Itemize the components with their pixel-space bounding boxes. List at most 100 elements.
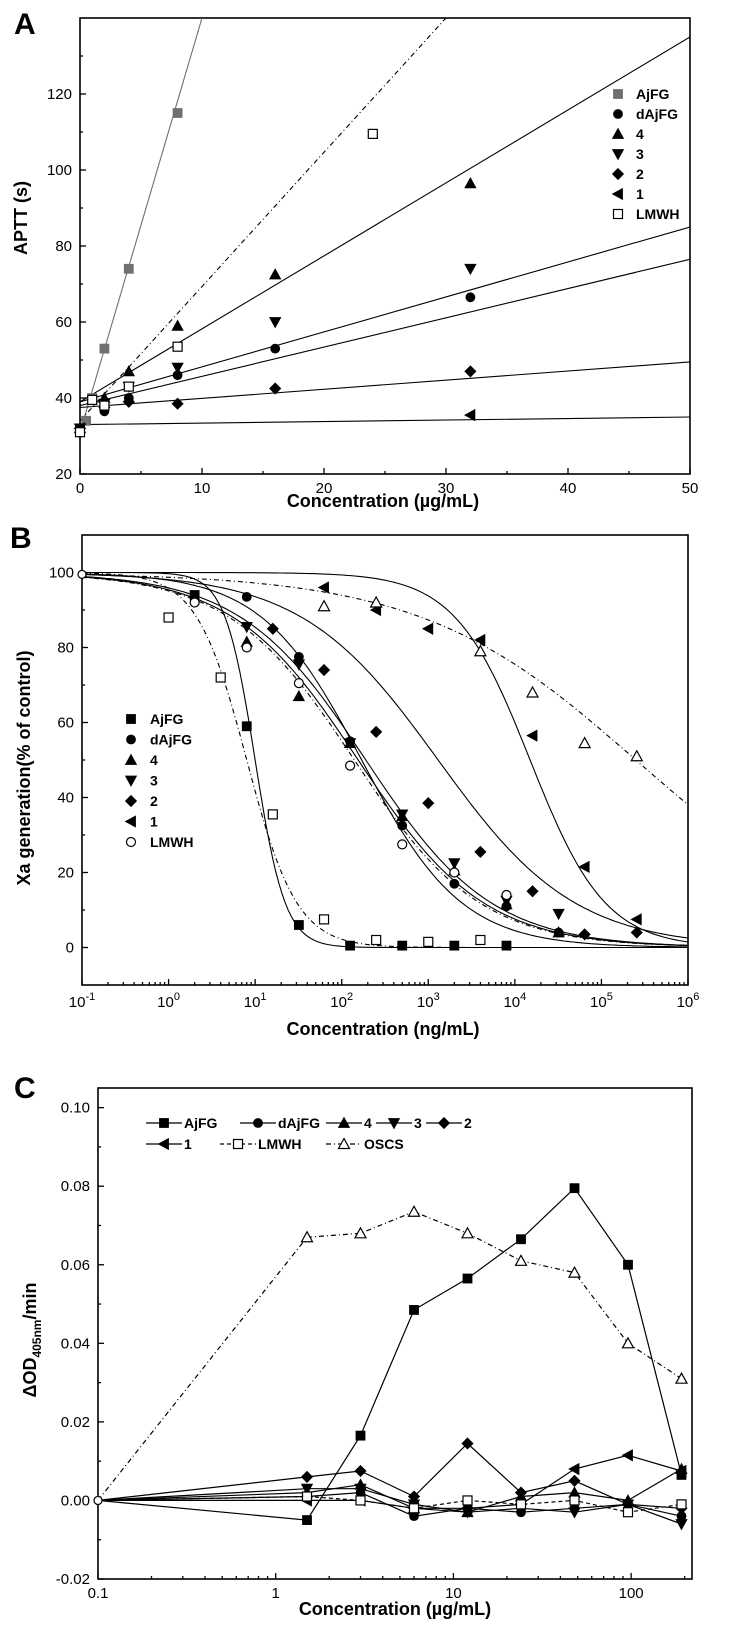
panel-b-point-4 bbox=[552, 926, 565, 938]
panel-c-ytick-label: 0.10 bbox=[61, 1100, 90, 1117]
panel-b-point-3 bbox=[552, 908, 565, 921]
panel-c-frame bbox=[97, 1087, 693, 1580]
panel-b-series-dajfg bbox=[241, 591, 564, 938]
panel-b-point-3 bbox=[343, 738, 357, 750]
panel-c-ytick-label: 0.04 bbox=[61, 1335, 90, 1352]
panel-c-xtick-label: 100 bbox=[619, 1585, 644, 1602]
panel-a-point-lmwh bbox=[172, 341, 183, 352]
panel-b-point-2 bbox=[630, 926, 643, 939]
panel-b-curve-2 bbox=[82, 573, 688, 939]
panel-c-point-oscs bbox=[460, 1226, 475, 1239]
panel-a-point-ajfg bbox=[123, 263, 134, 274]
panel-b-point-dajfg bbox=[449, 878, 460, 889]
panel-c-letter: C bbox=[14, 1072, 36, 1105]
panel-c-point-1 bbox=[461, 1502, 473, 1515]
panel-c-point-2 bbox=[461, 1437, 474, 1450]
panel-a-fit-3 bbox=[80, 226, 690, 403]
panel-b-curve-lmwh bbox=[82, 576, 688, 947]
panel-b-xtick-label: 10-1 bbox=[69, 991, 95, 1011]
panel-a-point-dajfg bbox=[465, 292, 476, 303]
panel-a-xtick-label: 50 bbox=[682, 480, 699, 497]
panel-b-point-lmwh bbox=[293, 678, 304, 689]
panel-a-point-1 bbox=[464, 408, 476, 422]
panel-b-frame bbox=[81, 534, 689, 986]
panel-c-point-lmwh bbox=[408, 1503, 420, 1514]
panel-b-point-2 bbox=[526, 885, 539, 898]
panel-c-point-2 bbox=[300, 1470, 314, 1483]
panel-c-legend-label-ajfg: AjFG bbox=[184, 1115, 218, 1131]
panel-c-legend-marker-4 bbox=[337, 1116, 351, 1128]
panel-a-fit-ajfg bbox=[80, 18, 203, 433]
panel-b-curve-1 bbox=[82, 571, 688, 943]
panel-b-point-unnamed-8 bbox=[317, 599, 331, 612]
panel-a-xtick-label: 20 bbox=[316, 480, 333, 497]
panel-a-series-lmwh bbox=[74, 128, 378, 438]
panel-a-frame bbox=[79, 17, 691, 475]
panel-a-legend-label-ajfg: AjFG bbox=[636, 86, 670, 102]
panel-a-point-4 bbox=[269, 268, 282, 280]
panel-c-ytick-label: 0.08 bbox=[61, 1178, 90, 1195]
panel-b-legend-marker-lmwh bbox=[125, 836, 137, 848]
panel-a-ytick-label: 20 bbox=[55, 466, 72, 483]
panel-b-point-unnamed-8 bbox=[369, 595, 383, 608]
panel-a-legend-marker-2 bbox=[611, 167, 625, 181]
panel-b-point-1 bbox=[630, 913, 642, 926]
panel-c-xtick-label: 10 bbox=[445, 1585, 462, 1602]
panel-b-curve-ajfg bbox=[82, 571, 688, 949]
panel-b-point-ajfg bbox=[345, 940, 356, 951]
panel-c-point-1 bbox=[568, 1462, 580, 1476]
panel-c-point-2 bbox=[568, 1474, 581, 1487]
panel-a-fit-2 bbox=[80, 361, 690, 409]
panel-b-point-unnamed-7 bbox=[371, 934, 382, 946]
panel-a-point-3 bbox=[269, 317, 282, 329]
panel-a-legend-label-dajfg: dAjFG bbox=[636, 106, 678, 122]
panel-a-series-dajfg bbox=[75, 292, 476, 434]
panel-c-xtick-label: 0.1 bbox=[88, 1585, 109, 1602]
panel-c-legend-marker-dajfg bbox=[253, 1118, 263, 1128]
panel-c-line-lmwh bbox=[97, 1495, 682, 1513]
panel-a-point-2 bbox=[122, 395, 135, 408]
panel-a-fit-4 bbox=[80, 36, 690, 403]
panel-a-legend-marker-3 bbox=[611, 149, 625, 161]
panel-b-xtick-label: 100 bbox=[157, 991, 180, 1011]
panel-b-point-lmwh bbox=[501, 889, 512, 901]
panel-b-point-unnamed-7 bbox=[215, 672, 226, 683]
panel-a-ytick-label: 100 bbox=[47, 162, 72, 179]
panel-a-legend-label-lmwh: LMWH bbox=[636, 206, 680, 222]
panel-b-curve-3 bbox=[82, 575, 688, 946]
panel-c-point-2 bbox=[514, 1486, 528, 1499]
panel-c-point-3 bbox=[354, 1483, 367, 1495]
panel-b-legend-marker-dajfg bbox=[126, 734, 136, 745]
panel-c-point-oscs bbox=[300, 1230, 314, 1243]
panel-b-point-3 bbox=[292, 659, 306, 671]
panel-b-point-2 bbox=[266, 622, 279, 635]
panel-b-point-lmwh bbox=[449, 867, 460, 878]
panel-c-point-3 bbox=[568, 1507, 581, 1519]
panel-c-ytick-label: 0.00 bbox=[61, 1492, 90, 1509]
panel-a-point-lmwh bbox=[123, 381, 134, 392]
panel-b-point-ajfg bbox=[449, 940, 460, 951]
panel-b-point-dajfg bbox=[241, 591, 252, 602]
panel-a-point-3 bbox=[464, 263, 477, 276]
panel-a-point-dajfg bbox=[270, 343, 281, 354]
panel-a-fit-lmwh bbox=[80, 18, 447, 422]
panel-b-xtick-label: 101 bbox=[244, 991, 267, 1011]
panel-c-ytick-label: -0.02 bbox=[56, 1571, 90, 1588]
panel-b-point-unnamed-7 bbox=[423, 936, 434, 947]
panel-b-series-1 bbox=[317, 581, 642, 926]
panel-b-point-3 bbox=[240, 621, 253, 634]
panel-c-point-3 bbox=[675, 1519, 688, 1531]
panel-b-legend-label-4: 4 bbox=[150, 752, 158, 768]
panel-a-xtick-label: 10 bbox=[194, 480, 211, 497]
panel-c-point-ajfg bbox=[623, 1259, 633, 1270]
panel-c-point-lmwh bbox=[622, 1507, 634, 1518]
panel-c-ytick-label: 0.02 bbox=[61, 1414, 90, 1431]
panel-b-legend-label-ajfg: AjFG bbox=[150, 711, 184, 727]
panel-b-point-ajfg bbox=[397, 940, 408, 951]
panel-c-point-2 bbox=[407, 1490, 421, 1503]
panel-a: A 0 10 20 30 40 50 20 40 60 80 100 120 AjFG dAjFG 4 3 2 1… bbox=[11, 8, 698, 511]
panel-b-point-1 bbox=[474, 633, 486, 647]
panel-c-point-oscs bbox=[567, 1265, 582, 1278]
panel-c-legend-label-3: 3 bbox=[414, 1115, 422, 1131]
